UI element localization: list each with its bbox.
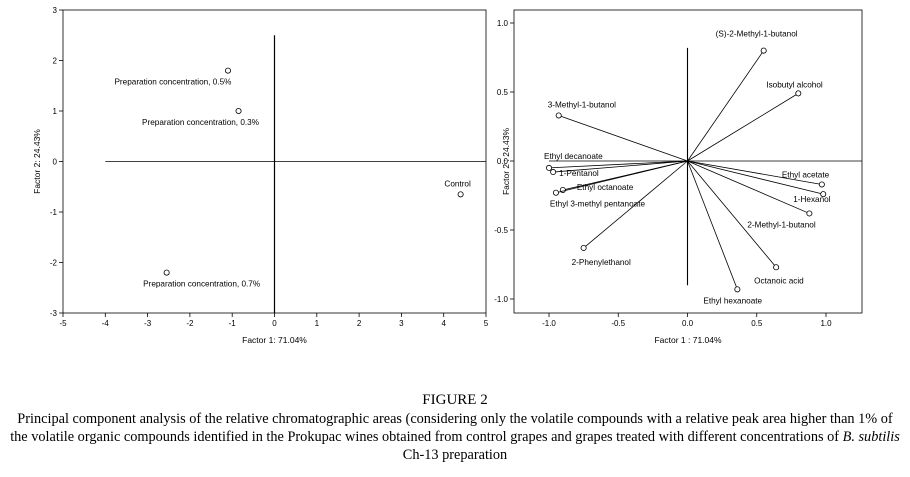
loading-point [580,244,587,251]
loading-point [546,164,553,171]
figure-title: FIGURE 2 [422,392,488,408]
loading-label: Ethyl hexanoate [703,296,762,305]
score-plot: -5 -4 -3 -2 -1 0 1 2 3 4 5 -3 -2 -1 0 1 2 3 Preparation co… [32,6,489,345]
x-tick-label: 4 [441,319,446,328]
y-tick-label: 0.0 [497,157,509,166]
y-tick-label: -0.5 [494,226,508,235]
loading-point [773,264,780,271]
x-tick-label: 1.0 [820,319,832,328]
x-tick-label: -1.0 [542,319,556,328]
point-label: Preparation concentration, 0.5% [114,78,231,87]
loading-point [795,90,802,97]
y-tick-label: 0 [53,158,58,167]
x-tick-label: 0.5 [751,319,763,328]
loading-vector [558,115,688,162]
score-point [163,269,170,276]
y-tick-label: -1.0 [494,295,508,304]
point-label: Preparation concentration, 0.3% [142,118,259,127]
loading-vector [687,93,799,162]
x-tick-label: 1 [315,319,320,328]
x-axis-label: Factor 1: 71.04% [242,335,307,345]
loading-label: 2-Methyl-1-butanol [747,220,815,229]
loading-vector [687,160,738,290]
caption-text-1: Principal component analysis of the rela… [10,411,893,445]
y-tick-label: 1 [53,107,58,116]
y-tick-label: 0.5 [497,88,509,97]
loading-label: 1-Pentanol [559,169,599,178]
loading-label: 3-Methyl-1-butanol [548,100,616,109]
y-tick-label: 1.0 [497,19,509,28]
plot-frame [513,9,863,314]
point-label: Preparation concentration, 0.7% [143,280,260,289]
point-label: Control [444,179,471,188]
loading-point [552,189,559,196]
loading-vector [555,160,688,194]
score-point [224,67,231,74]
loading-point [734,286,741,293]
y-axis-label: Factor 2 : 24.43% [501,128,511,196]
loading-point [555,112,562,119]
loading-vector [583,160,688,249]
caption-text-2: Ch-13 preparation [402,447,508,463]
loading-vector [548,160,688,169]
loading-vector [687,160,824,195]
x-tick-label: 2 [357,319,362,328]
loading-label: Ethyl decanoate [544,152,603,161]
x-tick-label: 3 [399,319,404,328]
x-tick-label: -1 [229,319,237,328]
loading-label: Isobutyl alcohol [766,80,823,89]
x-tick-label: -3 [144,319,152,328]
y-tick-label: 2 [53,57,58,66]
loading-vector [687,50,765,162]
caption-italic: B. subtilis [842,429,900,445]
loading-point [818,181,825,188]
loading-label: Ethyl octanoate [577,183,634,192]
loading-plot: -1.0 -0.5 0.0 0.5 1.0 1.0 0.5 0.0 -0.5 -1.0 (S)-2-… [494,9,863,345]
x-axis-label: Factor 1 : 71.04% [654,335,722,345]
loading-vector [687,160,777,268]
loading-point [806,210,813,217]
score-point [235,108,242,115]
x-tick-label: 0.0 [682,319,694,328]
loading-label: Octanoic acid [754,276,804,285]
score-point [457,191,464,198]
y-axis-label: Factor 2: 24.43% [32,129,42,194]
y-tick-label: -1 [50,208,58,217]
x-tick-label: 0 [272,319,277,328]
loading-point [820,191,827,198]
loading-vector [687,160,822,185]
y-tick-label: 3 [53,6,58,15]
loading-point [760,47,767,54]
y-tick-label: -3 [50,309,58,318]
loading-label: 1-Hexanol [793,195,831,204]
x-tick-label: -2 [186,319,194,328]
figure-caption: Principal component analysis of the rela… [8,410,902,464]
x-tick-label: -4 [102,319,110,328]
y-tick-label: -2 [50,259,58,268]
x-tick-label: -0.5 [611,319,625,328]
loading-label: Ethyl 3-methyl pentanoate [550,200,646,209]
x-tick-label: 5 [484,319,489,328]
loading-vector [553,160,688,173]
loading-point [550,169,557,176]
loading-label: Ethyl acetate [782,170,830,179]
figure-charts: -5 -4 -3 -2 -1 0 1 2 3 4 5 -3 -2 -1 0 1 2 3 Preparation co… [32,6,863,345]
loading-vector [687,160,810,214]
loading-label: 2-Phenylethanol [572,258,631,267]
loading-label: (S)-2-Methyl-1-butanol [716,30,798,39]
x-tick-label: -5 [59,319,67,328]
